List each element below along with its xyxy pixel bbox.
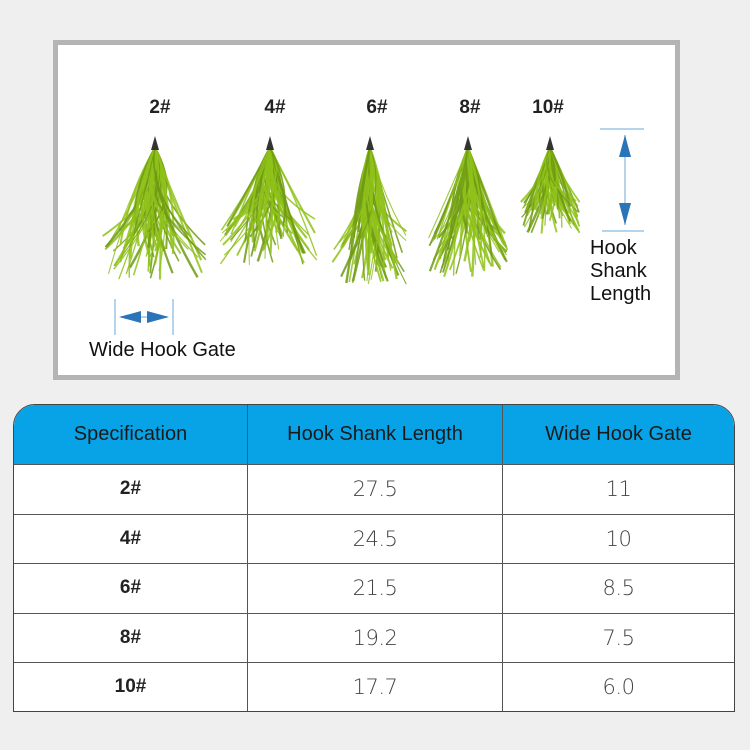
size-label: 2# [149, 97, 171, 118]
gate-cell: 8.5 [502, 564, 734, 613]
hook-eye [266, 136, 274, 150]
table-row: 2# 27.5 11 [14, 464, 734, 514]
hook-eye [464, 136, 472, 150]
spec-cell: 8# [119, 626, 142, 648]
hook-eye [151, 136, 159, 150]
table-row: 8# 19.2 7.5 [14, 612, 734, 662]
shank-cell: 24.5 [247, 514, 502, 563]
spec-cell: 6# [119, 577, 142, 599]
label-line: Shank [590, 260, 647, 282]
header-specification: Specification [73, 423, 188, 445]
size-label: 8# [459, 97, 481, 118]
table-row: 4# 24.5 10 [14, 513, 734, 563]
table-header: Specification Hook Shank Length Wide Hoo… [14, 405, 734, 464]
product-photo: 2# 4# 6# 8# 10# Wide Hook Gate Hook Shan… [53, 40, 680, 380]
shank-cell: 19.2 [247, 613, 502, 662]
gate-cell: 7.5 [502, 613, 734, 662]
lure-6# [331, 136, 407, 285]
shank-cell: 21.5 [247, 564, 502, 613]
hook-shank-length-label: Hook Shank Length [590, 237, 651, 306]
size-label: 6# [366, 97, 388, 118]
lure-10# [520, 136, 581, 234]
header-hook-shank-length: Hook Shank Length [247, 405, 502, 464]
lure-4# [219, 136, 318, 265]
lure-2# [102, 136, 207, 280]
double-arrow-horizontal-icon [114, 299, 174, 335]
label-line: Length [590, 283, 652, 305]
size-label: 10# [532, 97, 564, 118]
header-wide-hook-gate: Wide Hook Gate [502, 405, 734, 464]
size-label: 4# [264, 97, 286, 118]
lure-illustrations [102, 136, 581, 285]
label-line: Hook [590, 237, 637, 259]
gate-cell: 11 [502, 465, 734, 514]
table-row: 10# 17.7 6.0 [14, 662, 734, 711]
hook-eye [366, 136, 374, 150]
shank-cell: 27.5 [247, 465, 502, 514]
wide-hook-gate-label: Wide Hook Gate [89, 339, 236, 361]
spec-cell: 10# [114, 676, 147, 698]
double-arrow-vertical-icon [600, 128, 644, 232]
table-row: 6# 21.5 8.5 [14, 563, 734, 613]
shank-cell: 17.7 [247, 663, 502, 711]
specification-table: Specification Hook Shank Length Wide Hoo… [13, 404, 735, 712]
gate-cell: 10 [502, 514, 734, 563]
spec-cell: 4# [119, 527, 142, 549]
spec-cell: 2# [119, 478, 142, 500]
lure-8# [428, 136, 509, 278]
hook-eye [546, 136, 554, 150]
gate-cell: 6.0 [502, 663, 734, 711]
